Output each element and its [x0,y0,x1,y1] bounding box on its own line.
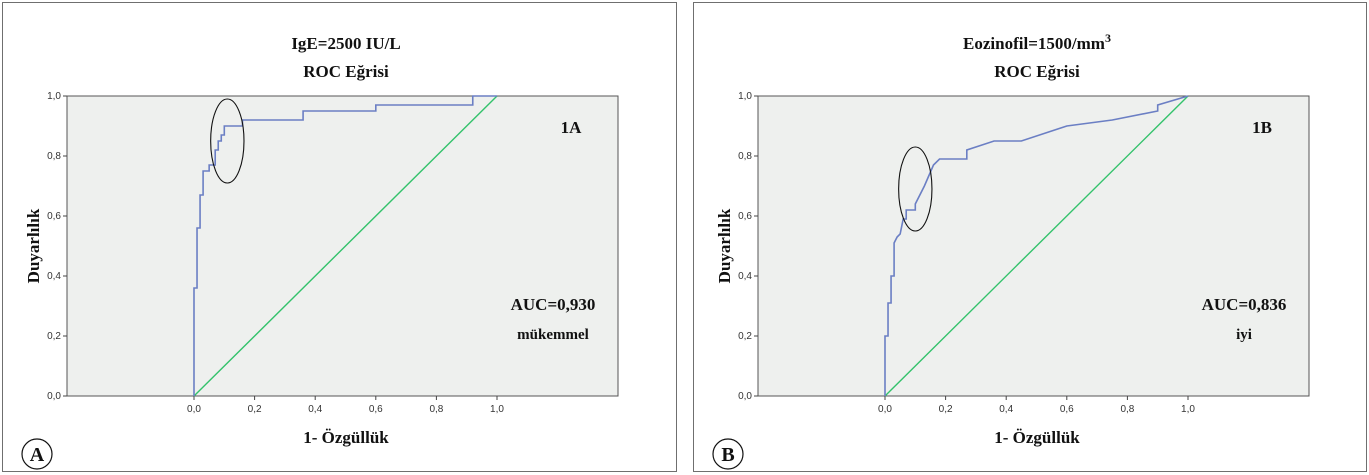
y-tick-label: 0,0 [47,391,61,402]
y-tick-label: 0,4 [738,271,752,282]
x-tick-label: 0,4 [999,404,1013,415]
chart-subtitle: ROC Eğrisi [303,62,389,81]
y-tick-label: 0,6 [738,211,752,222]
chart-panel-b: Eozinofil=1500/mm3 ROC Eğrisi 0,0 0,2 0,4 0,6… [693,2,1367,472]
reference-line [193,95,498,397]
y-tick-label: 0,8 [47,151,61,162]
y-tick-label: 0,8 [738,151,752,162]
roc-curve [193,95,497,396]
chart-panel-a: IgE=2500 IU/L ROC Eğrisi 0,0 0,2 0,4 0,6 0,8 1,… [2,2,677,472]
y-tick-label: 1,0 [738,91,752,102]
chart-title: IgE=2500 IU/L [291,34,400,53]
x-axis-title: 1- Özgüllük [303,428,389,447]
x-tick-label: 0,2 [939,404,953,415]
y-tick-label: 0,2 [47,331,61,342]
y-tick-label: 1,0 [47,91,61,102]
chart-title-text: Eozinofil=1500/mm [963,34,1105,53]
plot-area [66,95,619,397]
x-tick-label: 0,8 [1120,404,1134,415]
x-tick-label: 0,6 [369,404,383,415]
x-tick-label: 0,2 [248,404,262,415]
y-tick-label: 0,4 [47,271,61,282]
panel-letter: A [30,444,45,466]
auc-quality-annotation: iyi [1236,327,1252,343]
chart-title-superscript: 3 [1105,31,1111,45]
x-tick-label: 1,0 [1181,404,1195,415]
roc-chart-svg: IgE=2500 IU/L ROC Eğrisi 0,0 0,2 0,4 0,6 0,8 1,… [21,34,619,470]
chart-subtitle: ROC Eğrisi [994,62,1080,81]
chart-title: Eozinofil=1500/mm3 [963,31,1111,53]
x-tick-label: 0,0 [187,404,201,415]
cutoff-highlight-ellipse [898,146,933,232]
auc-quality-annotation: mükemmel [517,327,589,343]
roc-curve [884,95,1189,396]
panel-label: 1B [1252,118,1272,137]
auc-annotation: AUC=0,930 [511,295,596,314]
y-axis-title: Duyarlılık [715,208,734,283]
y-tick-label: 0,2 [738,331,752,342]
panel-label: 1A [561,118,583,137]
roc-chart-svg: Eozinofil=1500/mm3 ROC Eğrisi 0,0 0,2 0,4 0,6… [712,31,1310,470]
panel-letter: B [721,444,734,466]
auc-annotation: AUC=0,836 [1202,295,1287,314]
x-tick-label: 1,0 [490,404,504,415]
y-axis-title: Duyarlılık [24,208,43,283]
x-axis-title: 1- Özgüllük [994,428,1080,447]
x-tick-label: 0,6 [1060,404,1074,415]
reference-line [884,95,1189,397]
chart-title-text: IgE=2500 IU/L [291,34,400,53]
y-tick-label: 0,6 [47,211,61,222]
x-tick-label: 0,4 [308,404,322,415]
panel-letter-badge [712,438,744,470]
panel-letter-badge [21,438,53,470]
cutoff-highlight-ellipse [210,98,245,184]
x-tick-label: 0,0 [878,404,892,415]
x-tick-label: 0,8 [429,404,443,415]
y-tick-label: 0,0 [738,391,752,402]
plot-area [757,95,1310,397]
